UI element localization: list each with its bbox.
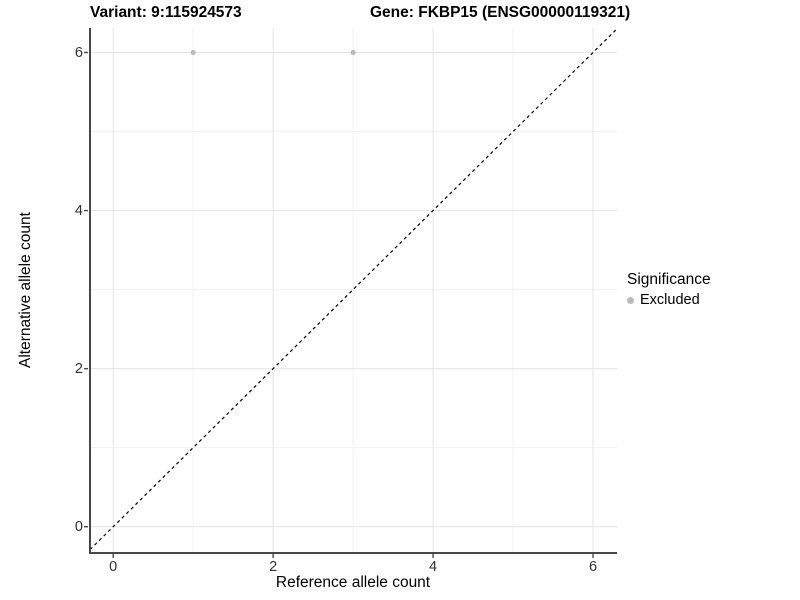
x-tick-label: 6	[588, 559, 598, 575]
legend-item-label: Excluded	[640, 292, 700, 308]
legend-item-excluded: Excluded	[627, 292, 711, 308]
legend-title: Significance	[627, 271, 711, 288]
y-axis-label: Alternative allele count	[17, 212, 34, 368]
y-tick-label: 6	[74, 44, 83, 61]
plot-title-gene: Gene: FKBP15 (ENSG00000119321)	[370, 4, 631, 21]
identity-line	[89, 28, 618, 551]
x-tick-label: 4	[429, 559, 438, 575]
legend-point-swatch	[627, 296, 634, 304]
y-tick-label: 2	[74, 360, 83, 377]
x-tick-label: 0	[109, 559, 118, 575]
x-tick-label: 2	[269, 559, 278, 575]
plot-title-variant: Variant: 9:115924573	[90, 4, 242, 21]
y-tick-label: 0	[74, 518, 83, 535]
x-axis-label: Reference allele count	[275, 574, 431, 591]
y-tick-label: 4	[74, 202, 83, 219]
legend: Significance Excluded	[627, 271, 711, 308]
data-point	[350, 49, 356, 56]
data-point	[190, 49, 196, 56]
